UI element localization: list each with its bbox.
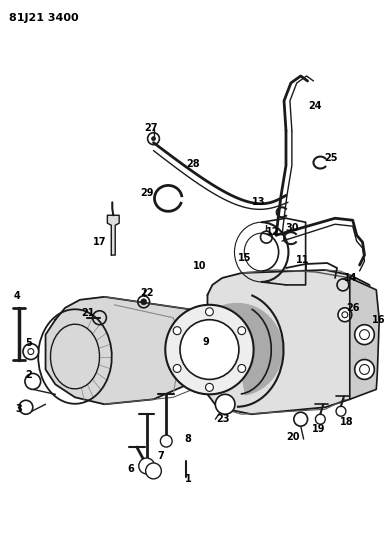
Circle shape [141, 299, 147, 305]
Text: 19: 19 [312, 424, 325, 434]
Circle shape [238, 327, 246, 335]
Circle shape [152, 136, 156, 141]
Circle shape [25, 374, 41, 389]
Text: 15: 15 [238, 253, 252, 263]
Circle shape [160, 435, 172, 447]
Text: 5: 5 [26, 337, 32, 348]
Text: 81J21 3400: 81J21 3400 [9, 13, 79, 23]
Text: 18: 18 [340, 417, 354, 427]
Circle shape [355, 360, 374, 379]
Wedge shape [221, 303, 283, 395]
Text: 13: 13 [252, 197, 265, 207]
Polygon shape [207, 270, 372, 414]
Circle shape [205, 383, 213, 391]
Text: 29: 29 [140, 188, 153, 198]
Text: 24: 24 [309, 101, 322, 111]
Text: 23: 23 [216, 414, 230, 424]
Circle shape [355, 325, 374, 345]
Text: 26: 26 [346, 303, 360, 313]
Text: 10: 10 [193, 261, 206, 271]
Circle shape [205, 308, 213, 316]
Text: 28: 28 [186, 158, 200, 168]
Text: 11: 11 [296, 255, 310, 265]
Text: 22: 22 [140, 288, 153, 298]
Circle shape [139, 458, 154, 474]
Text: 16: 16 [372, 314, 385, 325]
Text: 12: 12 [265, 227, 279, 237]
Circle shape [173, 327, 181, 335]
Text: 9: 9 [202, 337, 209, 346]
Text: 2: 2 [26, 370, 32, 381]
Circle shape [294, 412, 308, 426]
Text: 7: 7 [157, 451, 164, 461]
Circle shape [238, 365, 246, 373]
Circle shape [146, 463, 161, 479]
Text: 17: 17 [93, 237, 106, 247]
Polygon shape [46, 297, 202, 404]
Polygon shape [350, 278, 379, 399]
Text: 21: 21 [81, 308, 94, 318]
Text: 14: 14 [344, 273, 358, 283]
Circle shape [180, 320, 239, 379]
Text: 6: 6 [128, 464, 134, 474]
Circle shape [215, 394, 235, 414]
Text: 30: 30 [285, 223, 299, 233]
Circle shape [23, 344, 39, 360]
Text: 8: 8 [185, 434, 191, 444]
Circle shape [338, 308, 352, 322]
Text: 1: 1 [185, 474, 191, 484]
Circle shape [165, 305, 253, 394]
Circle shape [173, 365, 181, 373]
Text: 27: 27 [144, 123, 157, 133]
Polygon shape [107, 215, 119, 255]
Text: 3: 3 [16, 404, 22, 414]
Text: 25: 25 [324, 152, 338, 163]
Circle shape [19, 400, 33, 414]
Text: 4: 4 [14, 291, 21, 301]
Text: 20: 20 [286, 432, 300, 442]
